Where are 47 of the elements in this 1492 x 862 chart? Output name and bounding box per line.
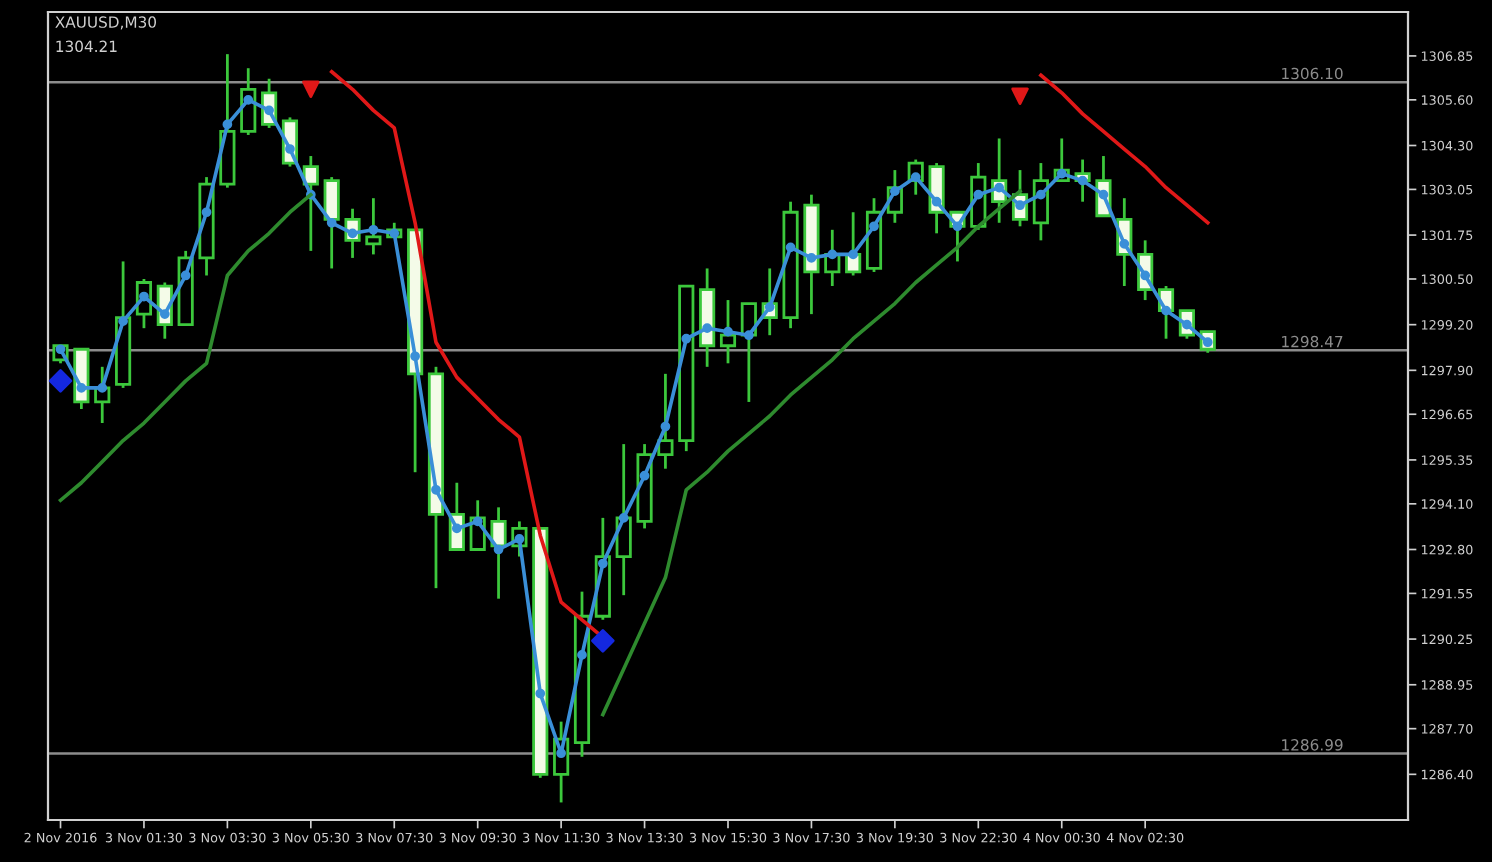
point <box>410 351 420 362</box>
point <box>890 186 900 197</box>
point <box>159 309 170 319</box>
point <box>827 249 838 260</box>
point <box>952 221 963 232</box>
point <box>723 326 733 337</box>
point <box>591 629 615 653</box>
point <box>764 302 775 312</box>
point <box>681 333 692 344</box>
point <box>639 470 650 481</box>
point <box>597 558 608 569</box>
point <box>806 253 817 263</box>
point <box>76 383 87 393</box>
point <box>744 330 754 341</box>
point <box>326 217 337 228</box>
candlestick <box>490 505 507 601</box>
point <box>869 221 879 232</box>
point <box>118 316 128 327</box>
point <box>201 207 212 218</box>
point <box>431 484 441 495</box>
candlestick <box>323 175 340 270</box>
point <box>222 119 233 130</box>
candlestick <box>719 298 737 365</box>
point <box>48 369 73 393</box>
point <box>1011 87 1029 106</box>
candlestick <box>657 372 674 471</box>
point <box>702 323 712 334</box>
point <box>931 196 942 207</box>
point <box>618 513 629 523</box>
point <box>1161 305 1171 316</box>
point <box>285 144 295 154</box>
candlestick <box>365 196 382 256</box>
point <box>1036 189 1046 200</box>
point <box>243 94 254 105</box>
point <box>472 516 483 527</box>
point <box>368 224 379 235</box>
point <box>848 249 859 260</box>
point <box>1119 239 1130 249</box>
point <box>535 688 546 699</box>
point <box>577 650 587 660</box>
point <box>785 242 796 253</box>
point <box>493 544 504 555</box>
point <box>97 383 108 393</box>
point <box>180 270 191 281</box>
point <box>660 421 671 432</box>
point <box>302 80 320 99</box>
point <box>973 189 984 200</box>
